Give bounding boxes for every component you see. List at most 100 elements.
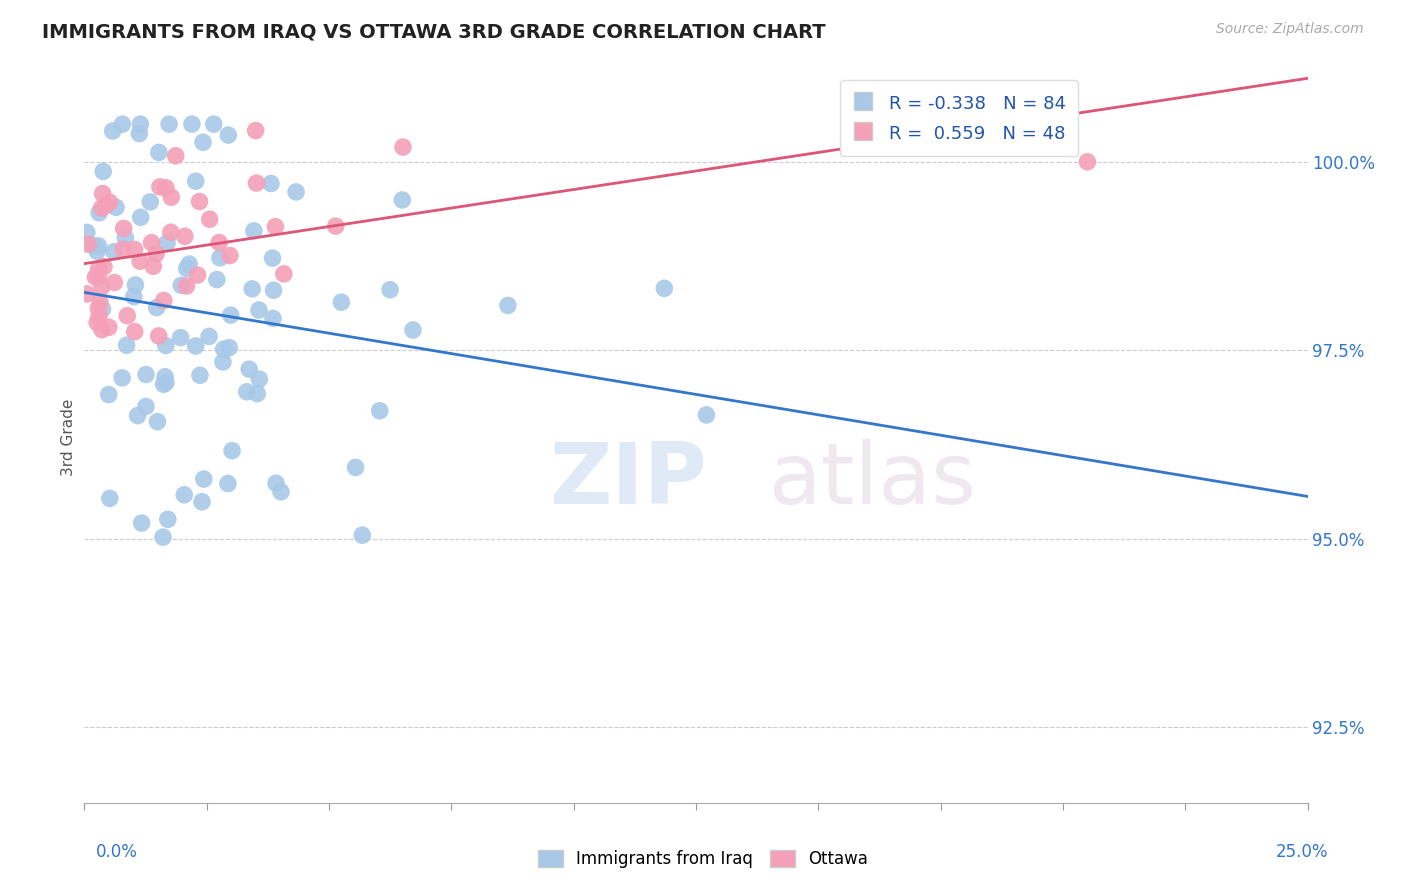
- Point: [218, 341, 240, 355]
- Point: [105, 200, 128, 214]
- Point: [496, 298, 519, 312]
- Point: [170, 278, 193, 293]
- Point: [270, 484, 292, 499]
- Point: [238, 362, 260, 376]
- Point: [246, 386, 269, 401]
- Point: [184, 339, 207, 353]
- Point: [98, 195, 121, 210]
- Point: [652, 281, 675, 295]
- Point: [86, 244, 108, 259]
- Point: [149, 179, 172, 194]
- Point: [243, 224, 266, 238]
- Point: [191, 495, 214, 509]
- Point: [94, 199, 117, 213]
- Point: [262, 251, 284, 265]
- Point: [103, 276, 125, 290]
- Point: [217, 128, 239, 142]
- Point: [176, 261, 198, 276]
- Legend: R = -0.338   N = 84, R =  0.559   N = 48: R = -0.338 N = 84, R = 0.559 N = 48: [839, 80, 1078, 156]
- Point: [330, 295, 353, 310]
- Point: [128, 127, 150, 141]
- Point: [208, 251, 231, 265]
- Point: [146, 415, 169, 429]
- Point: [368, 404, 391, 418]
- Point: [111, 117, 134, 131]
- Point: [219, 248, 242, 262]
- Point: [325, 219, 347, 233]
- Point: [391, 193, 413, 207]
- Point: [145, 247, 167, 261]
- Point: [141, 235, 163, 250]
- Point: [260, 177, 283, 191]
- Point: [122, 290, 145, 304]
- Point: [181, 117, 204, 131]
- Point: [247, 372, 270, 386]
- Point: [188, 368, 211, 383]
- Point: [148, 329, 170, 343]
- Point: [157, 117, 180, 131]
- Point: [97, 320, 120, 334]
- Point: [87, 270, 110, 285]
- Point: [198, 212, 221, 227]
- Point: [186, 268, 208, 282]
- Point: [264, 476, 287, 491]
- Point: [156, 512, 179, 526]
- Point: [111, 371, 134, 385]
- Point: [152, 530, 174, 544]
- Point: [352, 528, 374, 542]
- Point: [87, 239, 110, 253]
- Point: [179, 257, 201, 271]
- Point: [285, 185, 308, 199]
- Point: [202, 117, 225, 131]
- Point: [148, 145, 170, 160]
- Point: [124, 243, 146, 257]
- Point: [91, 186, 114, 201]
- Point: [264, 219, 287, 234]
- Point: [392, 140, 415, 154]
- Text: IMMIGRANTS FROM IRAQ VS OTTAWA 3RD GRADE CORRELATION CHART: IMMIGRANTS FROM IRAQ VS OTTAWA 3RD GRADE…: [42, 22, 825, 41]
- Text: 0.0%: 0.0%: [96, 843, 138, 861]
- Point: [193, 472, 215, 486]
- Point: [160, 190, 183, 204]
- Point: [97, 387, 120, 401]
- Point: [89, 295, 111, 310]
- Point: [155, 181, 177, 195]
- Point: [89, 206, 111, 220]
- Point: [112, 221, 135, 235]
- Point: [131, 516, 153, 530]
- Text: Source: ZipAtlas.com: Source: ZipAtlas.com: [1216, 22, 1364, 37]
- Point: [273, 267, 295, 281]
- Point: [87, 261, 110, 276]
- Point: [91, 280, 114, 294]
- Point: [695, 408, 717, 422]
- Point: [114, 231, 136, 245]
- Point: [142, 260, 165, 274]
- Point: [98, 491, 121, 506]
- Point: [76, 226, 98, 240]
- Point: [205, 272, 228, 286]
- Point: [262, 311, 284, 326]
- Point: [103, 244, 125, 259]
- Point: [112, 242, 135, 256]
- Text: ZIP: ZIP: [550, 440, 707, 523]
- Point: [101, 124, 124, 138]
- Legend: Immigrants from Iraq, Ottawa: Immigrants from Iraq, Ottawa: [531, 843, 875, 875]
- Point: [240, 282, 263, 296]
- Point: [221, 443, 243, 458]
- Point: [129, 117, 152, 131]
- Point: [91, 302, 114, 317]
- Point: [115, 338, 138, 352]
- Point: [208, 235, 231, 250]
- Point: [91, 164, 114, 178]
- Point: [1076, 154, 1098, 169]
- Point: [124, 277, 146, 292]
- Point: [86, 316, 108, 330]
- Point: [129, 254, 152, 268]
- Point: [82, 238, 104, 252]
- Point: [247, 303, 270, 318]
- Point: [87, 309, 110, 323]
- Point: [91, 323, 114, 337]
- Point: [378, 283, 401, 297]
- Point: [344, 460, 367, 475]
- Point: [127, 409, 149, 423]
